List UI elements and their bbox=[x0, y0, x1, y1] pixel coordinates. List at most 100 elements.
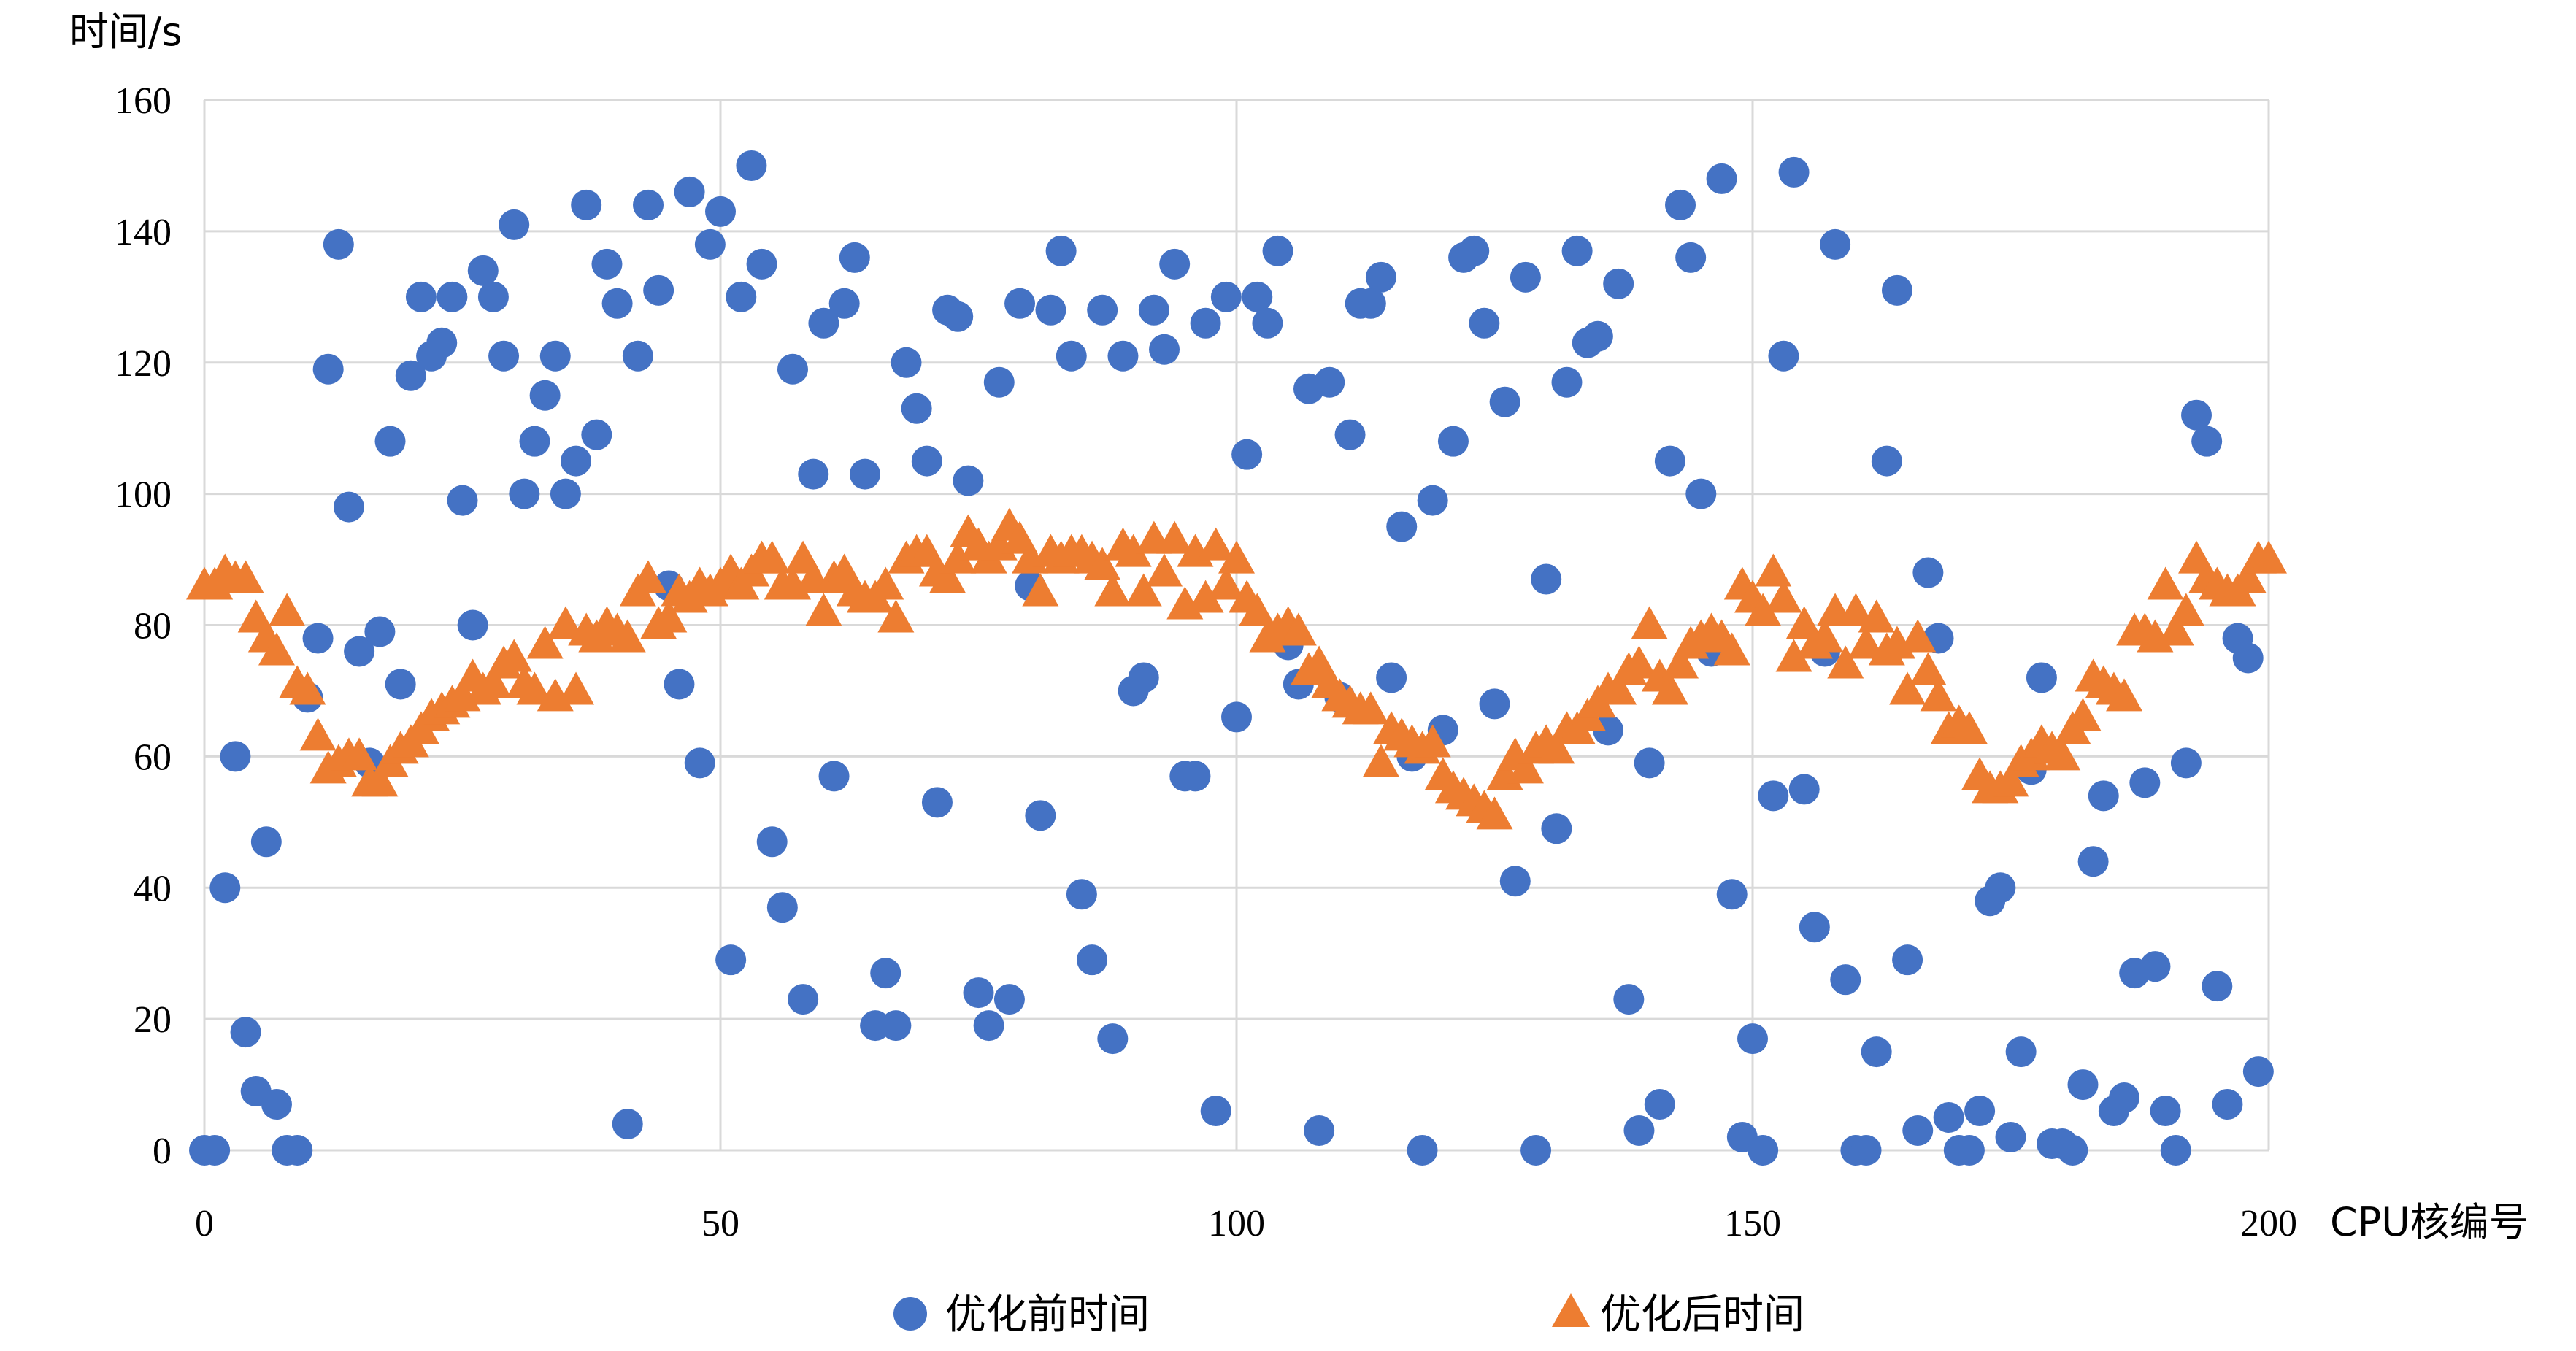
point-before-62 bbox=[828, 288, 860, 319]
point-after-125 bbox=[1476, 796, 1513, 830]
point-before-103 bbox=[1252, 307, 1283, 339]
point-after-171 bbox=[1950, 711, 1988, 744]
point-before-182 bbox=[2067, 1069, 2099, 1101]
point-after-43 bbox=[630, 560, 667, 593]
point-before-127 bbox=[1499, 866, 1531, 897]
point-before-155 bbox=[1788, 774, 1820, 805]
point-before-73 bbox=[942, 301, 974, 332]
y-tick-label-60: 60 bbox=[134, 736, 172, 778]
grid bbox=[203, 99, 2270, 1152]
point-before-28 bbox=[477, 281, 509, 312]
point-after-128 bbox=[1507, 750, 1544, 784]
point-before-34 bbox=[539, 340, 571, 372]
point-before-69 bbox=[901, 393, 932, 424]
y-tick-label-40: 40 bbox=[134, 868, 172, 909]
point-after-73 bbox=[939, 540, 977, 574]
point-before-24 bbox=[437, 281, 468, 312]
y-tick-label-100: 100 bbox=[115, 474, 172, 516]
point-before-30 bbox=[499, 209, 530, 240]
point-before-2 bbox=[209, 872, 241, 904]
point-before-41 bbox=[612, 1109, 643, 1140]
x-tick-label-200: 200 bbox=[2240, 1203, 2297, 1244]
point-before-77 bbox=[983, 366, 1015, 398]
point-before-188 bbox=[2129, 767, 2161, 798]
point-before-11 bbox=[302, 623, 334, 654]
point-before-150 bbox=[1737, 1023, 1768, 1055]
point-before-85 bbox=[1066, 879, 1097, 910]
point-after-32 bbox=[516, 671, 553, 705]
point-before-102 bbox=[1242, 281, 1273, 312]
point-before-126 bbox=[1489, 386, 1520, 417]
point-before-91 bbox=[1128, 662, 1159, 693]
point-after-113 bbox=[1352, 691, 1389, 725]
point-before-37 bbox=[571, 189, 602, 220]
point-before-70 bbox=[911, 445, 942, 477]
point-before-114 bbox=[1365, 261, 1396, 293]
point-before-167 bbox=[1912, 557, 1944, 588]
point-after-91 bbox=[1125, 573, 1162, 607]
point-before-21 bbox=[405, 281, 437, 312]
point-before-93 bbox=[1149, 334, 1180, 365]
point-after-90 bbox=[1115, 534, 1152, 567]
point-after-151 bbox=[1745, 593, 1782, 626]
point-before-181 bbox=[2057, 1135, 2088, 1166]
point-before-113 bbox=[1355, 288, 1386, 319]
point-before-20 bbox=[395, 360, 426, 391]
point-after-131 bbox=[1538, 731, 1575, 764]
point-after-167 bbox=[1910, 652, 1947, 685]
point-before-176 bbox=[2005, 1036, 2037, 1068]
point-before-38 bbox=[581, 419, 612, 450]
point-after-192 bbox=[2167, 593, 2204, 626]
point-before-60 bbox=[808, 307, 839, 339]
point-after-143 bbox=[1662, 645, 1699, 679]
point-after-140 bbox=[1631, 606, 1668, 639]
point-before-130 bbox=[1531, 563, 1562, 595]
point-after-7 bbox=[258, 632, 295, 666]
point-after-191 bbox=[2157, 612, 2194, 646]
point-before-163 bbox=[1871, 445, 1902, 477]
point-before-39 bbox=[591, 248, 623, 280]
point-before-174 bbox=[1985, 872, 2016, 904]
point-before-138 bbox=[1613, 984, 1645, 1015]
point-before-184 bbox=[2088, 780, 2119, 812]
point-after-45 bbox=[650, 599, 688, 633]
x-tick-label-150: 150 bbox=[1724, 1203, 1781, 1244]
point-before-14 bbox=[333, 491, 364, 523]
point-after-166 bbox=[1899, 619, 1937, 653]
point-before-144 bbox=[1675, 242, 1707, 273]
point-before-145 bbox=[1685, 478, 1717, 509]
point-before-195 bbox=[2202, 971, 2233, 1002]
x-axis-ticks: 0 50 100 150 200 bbox=[195, 1203, 2297, 1244]
point-before-19 bbox=[385, 669, 416, 700]
point-before-172 bbox=[1964, 1096, 1996, 1127]
point-before-175 bbox=[1995, 1122, 2026, 1153]
point-before-151 bbox=[1748, 1135, 1779, 1166]
y-tick-label-120: 120 bbox=[115, 343, 172, 385]
point-before-154 bbox=[1778, 156, 1810, 188]
point-before-92 bbox=[1138, 294, 1169, 326]
point-before-23 bbox=[426, 327, 458, 358]
point-after-97 bbox=[1187, 580, 1224, 613]
point-before-194 bbox=[2191, 426, 2223, 457]
point-before-66 bbox=[870, 958, 901, 989]
x-axis-title: CPU核编号 bbox=[2330, 1199, 2529, 1245]
point-before-158 bbox=[1820, 228, 1851, 260]
point-before-67 bbox=[880, 1010, 912, 1042]
point-before-198 bbox=[2232, 642, 2264, 674]
point-before-71 bbox=[921, 787, 953, 818]
point-before-82 bbox=[1035, 294, 1066, 326]
point-after-35 bbox=[547, 606, 584, 639]
point-before-58 bbox=[788, 984, 819, 1015]
y-tick-label-0: 0 bbox=[153, 1131, 172, 1172]
point-before-81 bbox=[1025, 800, 1056, 831]
point-before-44 bbox=[643, 274, 674, 306]
point-before-193 bbox=[2181, 399, 2212, 431]
legend-marker-after bbox=[1552, 1293, 1590, 1327]
point-after-139 bbox=[1620, 645, 1658, 679]
point-before-162 bbox=[1861, 1036, 1892, 1068]
point-after-10 bbox=[289, 671, 326, 705]
point-before-142 bbox=[1654, 445, 1685, 477]
point-before-129 bbox=[1520, 1135, 1552, 1166]
x-tick-label-0: 0 bbox=[195, 1203, 214, 1244]
plot-series bbox=[186, 150, 2287, 1166]
